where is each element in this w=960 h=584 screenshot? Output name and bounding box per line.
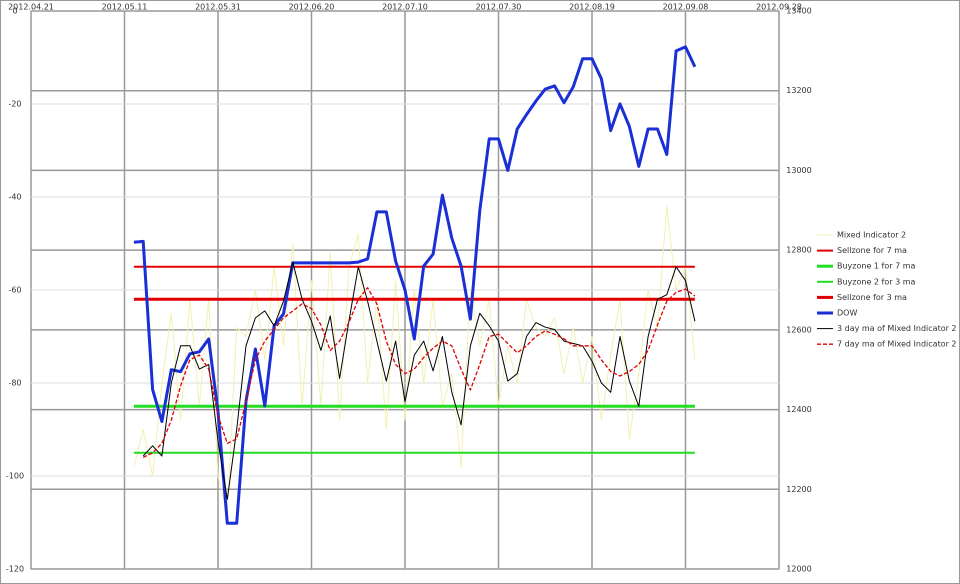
y2-tick-label: 13400 xyxy=(786,7,811,16)
legend-label: 3 day ma of Mixed Indicator 2 xyxy=(837,324,957,333)
x-tick-label: 2012.08.19 xyxy=(569,3,615,12)
y2-tick-label: 13000 xyxy=(786,166,811,175)
y-tick-label: -60 xyxy=(8,286,21,295)
y2-tick-label: 12800 xyxy=(786,246,811,255)
y-tick-label: -40 xyxy=(8,193,21,202)
x-tick-label: 2012.09.28 xyxy=(756,3,802,12)
legend-label: Buyzone 1 for 7 ma xyxy=(837,262,916,271)
y2-tick-label: 12400 xyxy=(786,405,811,414)
y-tick-label: -20 xyxy=(8,100,21,109)
x-tick-label: 2012.06.20 xyxy=(289,3,335,12)
legend-label: 7 day ma of Mixed Indicator 2 xyxy=(837,340,957,349)
legend: Mixed Indicator 2 Sellzone for 7 ma Buyzon… xyxy=(817,231,957,349)
legend-label: Buyzone 2 for 3 ma xyxy=(837,277,916,286)
legend-label: DOW xyxy=(837,309,857,318)
x-tick-label: 2012.07.10 xyxy=(382,3,428,12)
y2-tick-label: 13200 xyxy=(786,86,811,95)
x-tick-label: 2012.05.31 xyxy=(195,3,241,12)
y-tick-label: 0 xyxy=(12,7,17,16)
series-line xyxy=(142,287,696,458)
grid xyxy=(30,10,780,570)
x-tick-label: 2012.09.08 xyxy=(663,3,709,12)
y-tick-label: -100 xyxy=(6,472,24,481)
y2-tick-label: 12000 xyxy=(786,565,811,574)
legend-label: Sellzone for 7 ma xyxy=(837,246,907,255)
y2-tick-label: 12200 xyxy=(786,485,811,494)
x-tick-label: 2012.07.30 xyxy=(476,3,522,12)
legend-label: Sellzone for 3 ma xyxy=(837,293,907,302)
y2-tick-label: 12600 xyxy=(786,325,811,334)
labels: 2012.04.21 2012.05.11 2012.05.31 2012.06.20… xyxy=(6,3,812,574)
lines xyxy=(133,45,697,525)
series-line xyxy=(142,261,696,500)
y-tick-label: -80 xyxy=(8,379,21,388)
legend-label: Mixed Indicator 2 xyxy=(837,231,906,240)
y-tick-label: -120 xyxy=(6,565,24,574)
x-tick-label: 2012.05.11 xyxy=(102,3,148,12)
x-tick-label: 2012.04.21 xyxy=(8,3,54,12)
series-line xyxy=(133,45,697,525)
